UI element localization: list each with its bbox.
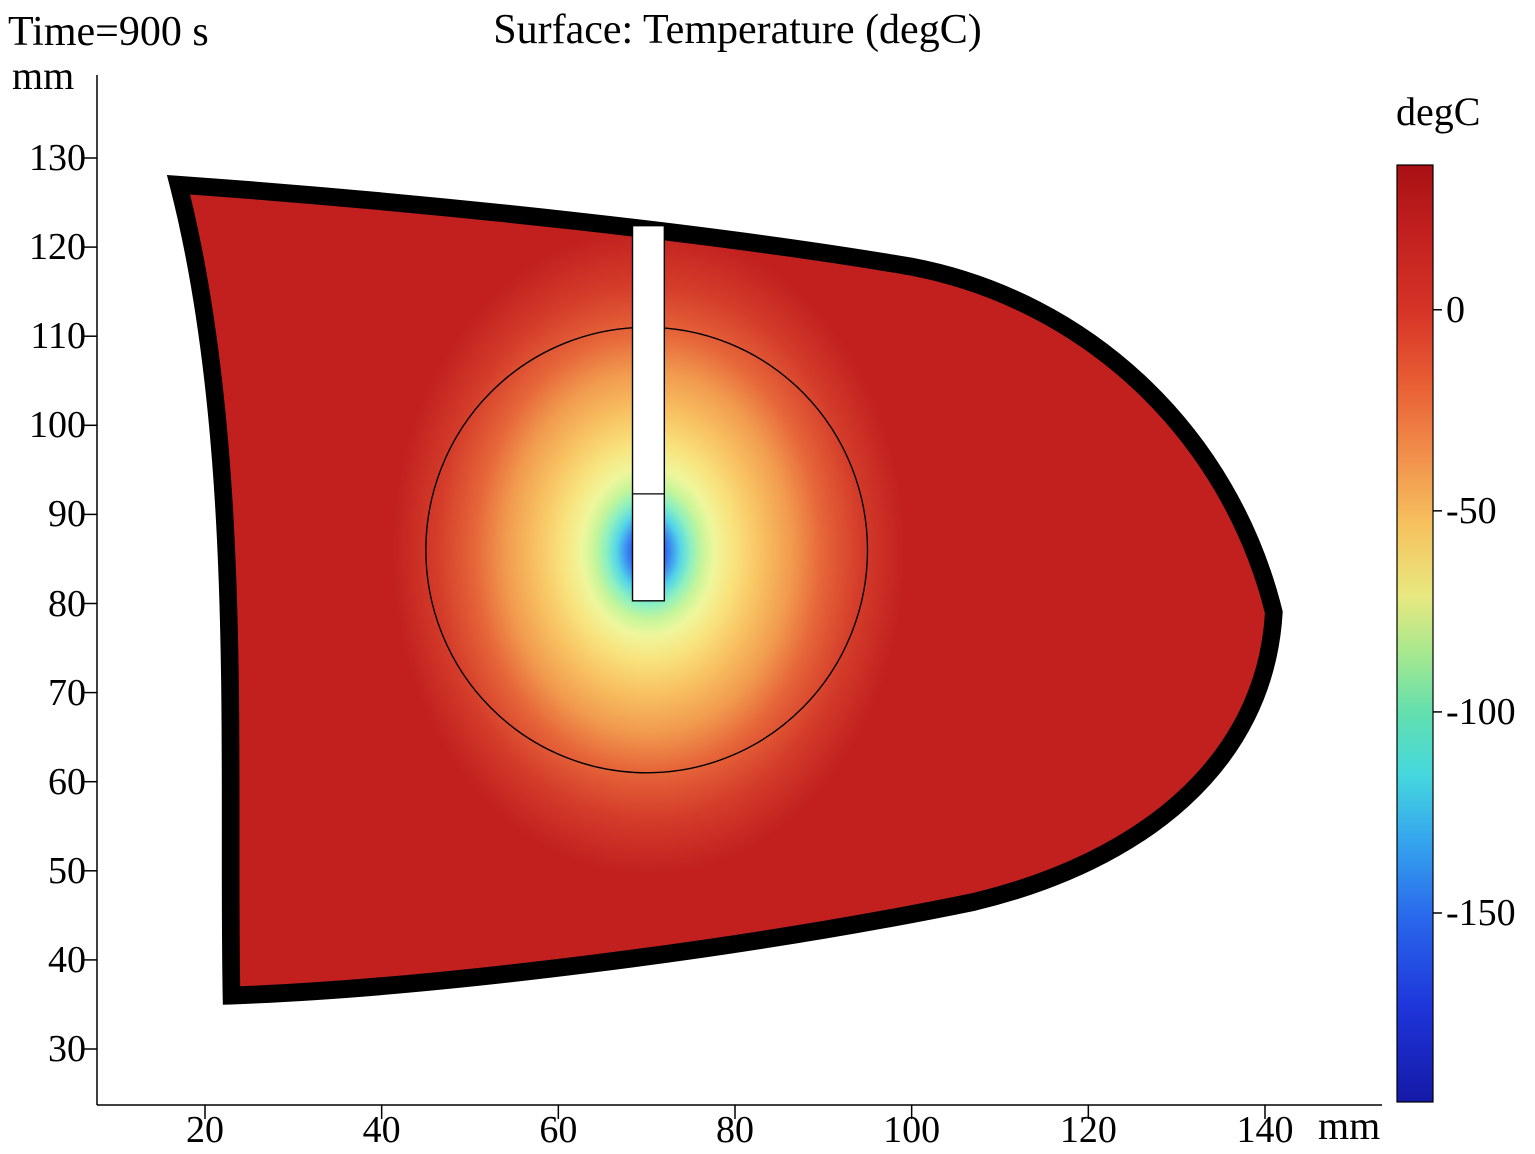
y-tick-label: 110 <box>30 315 86 358</box>
colorbar-tick-label: -100 <box>1446 690 1516 733</box>
x-tick-label: 140 <box>1236 1109 1294 1151</box>
cryoprobe <box>633 226 665 601</box>
x-tick-label: 40 <box>362 1109 401 1151</box>
y-tick-label: 60 <box>48 760 86 803</box>
x-tick-label: 120 <box>1059 1109 1117 1151</box>
y-tick-label: 30 <box>48 1028 86 1070</box>
y-tick-label: 80 <box>48 582 86 625</box>
y-axis-unit-label: mm <box>12 53 75 98</box>
y-tick-label: 120 <box>29 226 86 269</box>
plot-title: Surface: Temperature (degC) <box>493 7 982 53</box>
x-axis-unit-label: mm <box>1318 1103 1381 1148</box>
time-label: Time=900 s <box>8 9 209 55</box>
y-tick-label: 130 <box>29 137 86 179</box>
y-tick-label: 90 <box>48 493 86 536</box>
colorbar-tick-label: -150 <box>1446 891 1516 934</box>
x-tick-label: 20 <box>186 1109 224 1151</box>
x-tick-label: 80 <box>715 1109 754 1151</box>
colorbar-unit-label: degC <box>1396 89 1481 134</box>
tick-marks <box>83 157 1442 1119</box>
y-tick-label: 40 <box>48 938 86 981</box>
y-tick-label: 100 <box>29 404 86 447</box>
colorbar-tick-label: 0 <box>1446 288 1465 331</box>
x-tick-label: 100 <box>883 1109 941 1151</box>
y-tick-label: 50 <box>48 849 86 892</box>
colorbar <box>1396 164 1434 1103</box>
x-tick-label: 60 <box>539 1109 578 1151</box>
colorbar-tick-label: -50 <box>1446 489 1497 532</box>
y-tick-label: 70 <box>48 671 86 714</box>
